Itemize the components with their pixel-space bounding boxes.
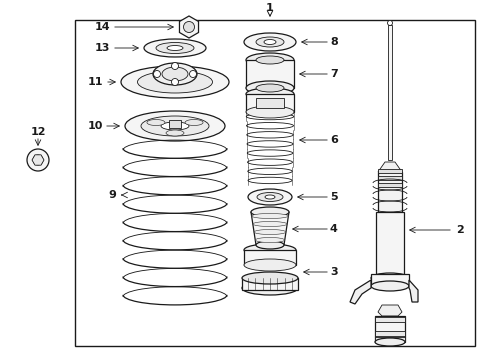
Bar: [374, 331, 404, 336]
Ellipse shape: [246, 122, 293, 129]
Bar: [169, 120, 181, 128]
Circle shape: [171, 63, 178, 69]
Text: 13: 13: [95, 43, 110, 53]
Bar: [245, 60, 293, 88]
Ellipse shape: [257, 193, 283, 202]
Bar: [374, 317, 404, 322]
Bar: [245, 94, 293, 112]
Ellipse shape: [184, 120, 203, 126]
Bar: [374, 337, 404, 342]
Ellipse shape: [256, 37, 284, 47]
Ellipse shape: [250, 207, 288, 217]
Bar: [377, 172, 401, 212]
Bar: [387, 25, 391, 160]
Ellipse shape: [247, 189, 291, 205]
Ellipse shape: [244, 33, 295, 51]
Ellipse shape: [156, 42, 194, 54]
Ellipse shape: [147, 120, 164, 126]
Text: 8: 8: [329, 37, 337, 47]
Text: 11: 11: [87, 77, 103, 87]
Text: 1: 1: [265, 3, 273, 13]
Circle shape: [183, 22, 194, 32]
Ellipse shape: [247, 150, 292, 156]
Circle shape: [171, 78, 178, 86]
Ellipse shape: [244, 259, 295, 271]
Polygon shape: [377, 305, 401, 316]
Ellipse shape: [242, 281, 297, 295]
Polygon shape: [377, 162, 401, 172]
Ellipse shape: [121, 66, 228, 98]
Circle shape: [386, 21, 392, 26]
Ellipse shape: [370, 281, 408, 291]
Ellipse shape: [253, 230, 285, 234]
Bar: [377, 176, 401, 180]
Ellipse shape: [137, 71, 212, 93]
Bar: [75, 20, 474, 346]
Ellipse shape: [167, 45, 183, 50]
Bar: [244, 250, 295, 265]
Text: 2: 2: [455, 225, 463, 235]
Ellipse shape: [245, 88, 293, 100]
Ellipse shape: [143, 39, 205, 57]
Ellipse shape: [255, 238, 284, 243]
Ellipse shape: [245, 53, 293, 67]
Ellipse shape: [245, 106, 293, 118]
Ellipse shape: [247, 168, 292, 175]
Bar: [374, 316, 404, 342]
Circle shape: [153, 71, 160, 77]
Ellipse shape: [27, 149, 49, 171]
Text: 14: 14: [94, 22, 110, 32]
Bar: [377, 169, 401, 173]
Ellipse shape: [256, 84, 284, 92]
Ellipse shape: [161, 122, 189, 130]
Ellipse shape: [247, 177, 291, 184]
Ellipse shape: [33, 155, 43, 165]
Text: 12: 12: [30, 127, 46, 137]
Bar: [377, 183, 401, 187]
Ellipse shape: [252, 221, 286, 226]
Ellipse shape: [153, 63, 197, 85]
Polygon shape: [179, 16, 198, 38]
Circle shape: [189, 71, 196, 77]
Ellipse shape: [256, 56, 284, 64]
Ellipse shape: [264, 40, 275, 45]
Bar: [375, 212, 403, 280]
Bar: [242, 278, 297, 290]
Ellipse shape: [162, 67, 187, 81]
Text: 6: 6: [329, 135, 337, 145]
Ellipse shape: [256, 241, 284, 249]
Text: 10: 10: [87, 121, 103, 131]
Text: 3: 3: [329, 267, 337, 277]
Ellipse shape: [125, 111, 224, 141]
Ellipse shape: [374, 338, 404, 346]
Ellipse shape: [242, 272, 297, 284]
Bar: [256, 98, 284, 108]
Ellipse shape: [246, 132, 293, 138]
Bar: [370, 274, 408, 286]
Ellipse shape: [245, 81, 293, 95]
Ellipse shape: [247, 159, 292, 165]
Ellipse shape: [264, 195, 274, 199]
Polygon shape: [32, 155, 44, 165]
Ellipse shape: [370, 273, 408, 283]
Text: 4: 4: [329, 224, 337, 234]
Ellipse shape: [246, 141, 292, 147]
Polygon shape: [408, 280, 417, 302]
Text: 5: 5: [329, 192, 337, 202]
Ellipse shape: [246, 113, 293, 120]
Ellipse shape: [251, 213, 288, 219]
Polygon shape: [349, 280, 370, 304]
Text: 7: 7: [329, 69, 337, 79]
Polygon shape: [250, 212, 288, 245]
Ellipse shape: [165, 130, 183, 136]
Ellipse shape: [141, 116, 208, 136]
Ellipse shape: [244, 244, 295, 256]
Text: 9: 9: [108, 190, 116, 200]
